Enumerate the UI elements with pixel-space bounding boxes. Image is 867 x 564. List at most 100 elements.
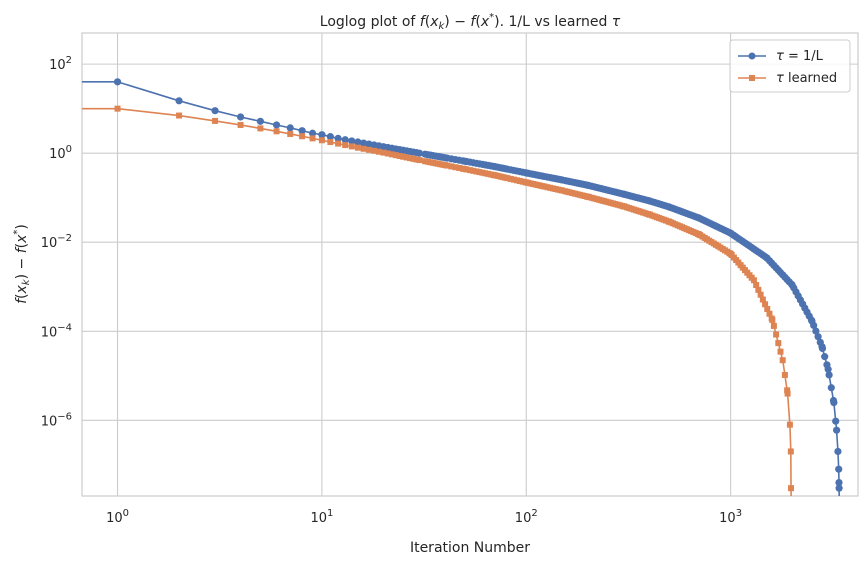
y-tick-label: 100 — [49, 144, 72, 162]
data-point — [236, 113, 245, 121]
data-point — [375, 148, 382, 155]
data-point — [396, 152, 403, 159]
data-point — [318, 137, 325, 144]
chart-title: Loglog plot of f(xk) − f(x*). 1/L vs lea… — [320, 12, 621, 32]
data-point — [824, 365, 832, 373]
legend-label-tau-1-over-l: τ = 1/L — [776, 49, 824, 64]
data-point — [832, 417, 840, 425]
data-point — [507, 175, 514, 182]
x-tick-label: 103 — [719, 508, 742, 526]
data-point — [753, 282, 760, 289]
legend-entry-tau-learned: τ learned — [738, 71, 837, 86]
data-point — [392, 152, 399, 159]
y-tick-label: 10−2 — [41, 233, 72, 251]
data-point — [318, 131, 326, 139]
data-point — [354, 138, 362, 146]
data-point — [786, 421, 793, 428]
data-point — [341, 136, 349, 144]
data-point — [759, 296, 766, 303]
x-tick-label: 102 — [515, 508, 538, 526]
data-point — [360, 139, 368, 147]
data-point — [769, 316, 776, 323]
data-point — [810, 321, 818, 330]
data-point — [835, 465, 843, 473]
data-point — [510, 176, 517, 183]
data-point — [835, 479, 843, 487]
data-point — [770, 322, 777, 329]
data-point — [456, 164, 463, 171]
data-point — [766, 310, 773, 317]
data-point — [773, 331, 780, 338]
data-point — [342, 142, 349, 149]
data-point — [388, 151, 395, 158]
data-point — [827, 384, 835, 392]
data-point — [812, 327, 820, 335]
data-point — [834, 447, 842, 456]
grid — [82, 33, 858, 496]
data-point — [298, 127, 306, 135]
y-tick-label: 102 — [49, 55, 72, 73]
data-point — [415, 149, 424, 157]
legend-marker-tau-learned — [749, 75, 755, 81]
data-point — [750, 277, 757, 284]
y-axis-title: f(xk) − f(x*) — [12, 224, 32, 304]
data-point — [818, 344, 827, 353]
data-point — [299, 133, 306, 140]
data-point — [335, 140, 342, 147]
data-point — [113, 78, 122, 86]
legend-entry-tau-1-over-l: τ = 1/L — [738, 49, 824, 64]
series-layer — [82, 78, 843, 496]
data-point — [114, 105, 121, 112]
data-point — [273, 128, 280, 135]
data-point — [212, 117, 219, 124]
plot-frame — [81, 32, 859, 497]
data-point — [286, 124, 294, 132]
x-axis-title: Iteration Number — [410, 540, 530, 556]
data-point — [326, 133, 334, 141]
data-point — [833, 426, 841, 434]
data-point — [308, 129, 317, 137]
data-point — [473, 168, 480, 175]
data-point — [327, 139, 334, 146]
data-point — [256, 117, 264, 125]
data-point — [777, 348, 784, 355]
y-tick-label: 10−4 — [41, 322, 72, 340]
data-point — [504, 175, 511, 182]
data-point — [400, 153, 407, 160]
data-point — [762, 301, 769, 308]
data-point — [211, 107, 219, 115]
legend-label-tau-learned: τ learned — [776, 71, 837, 86]
data-point — [354, 144, 361, 151]
data-point — [416, 157, 423, 164]
data-point — [835, 484, 843, 492]
data-point — [757, 291, 764, 298]
data-point — [371, 147, 378, 154]
data-point — [784, 390, 791, 397]
data-point — [781, 371, 788, 378]
data-point — [175, 97, 183, 105]
data-point — [334, 134, 342, 142]
data-point — [470, 167, 477, 174]
data-point — [272, 121, 281, 129]
data-point — [257, 125, 264, 132]
data-point — [830, 399, 838, 407]
y-tick-label: 10−6 — [41, 411, 72, 429]
data-point — [755, 286, 762, 293]
data-point — [348, 143, 355, 150]
legend: τ = 1/L τ learned — [729, 39, 851, 93]
data-point — [410, 155, 417, 162]
data-point — [821, 353, 829, 361]
data-point — [176, 112, 183, 119]
data-point — [413, 156, 420, 163]
legend-box — [729, 39, 851, 93]
data-point — [466, 167, 473, 174]
data-point — [784, 387, 791, 394]
data-point — [444, 162, 451, 169]
data-point — [380, 149, 387, 156]
data-point — [452, 164, 459, 171]
y-tick-labels: 102 100 10−2 10−4 10−6 — [41, 55, 72, 429]
data-point — [407, 155, 414, 162]
legend-marker-tau-1-over-l — [748, 52, 756, 60]
data-point — [384, 150, 391, 157]
data-point — [775, 340, 782, 347]
